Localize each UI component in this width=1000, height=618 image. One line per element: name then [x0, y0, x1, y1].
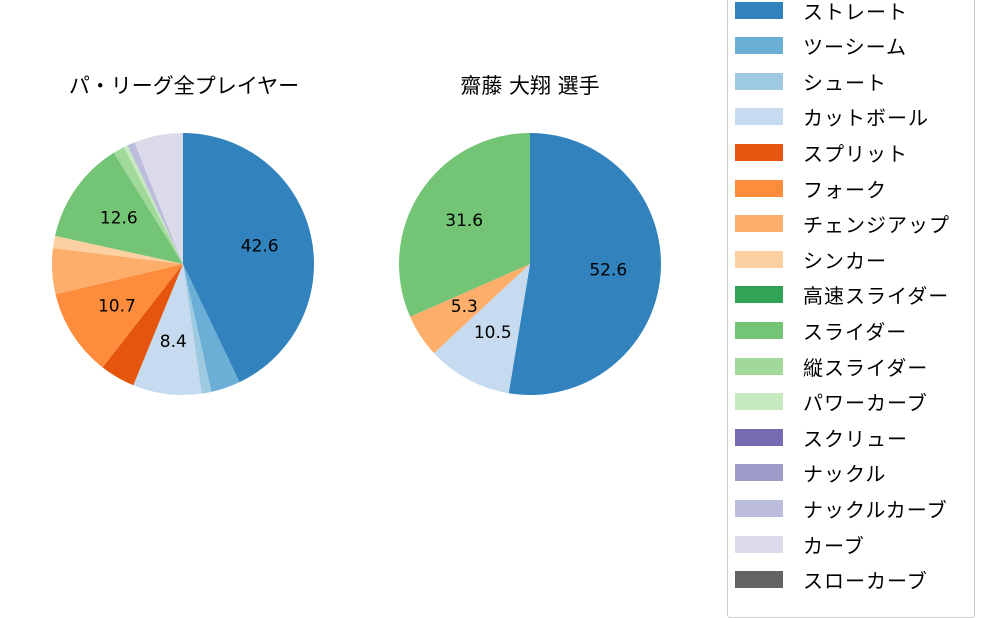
pie-slice-15	[127, 142, 183, 264]
legend-label: ツーシーム	[803, 35, 907, 60]
legend-swatch-icon	[735, 250, 783, 268]
legend-label: 縦スライダー	[803, 355, 929, 380]
pie-slice-12	[123, 145, 183, 264]
pie-slice-2	[183, 264, 240, 392]
pie-slice-4	[433, 264, 530, 394]
legend-item: シンカー	[735, 248, 887, 273]
slice-percent-label: 10.5	[474, 323, 512, 343]
legend-swatch-icon	[735, 535, 783, 553]
legend-swatch-icon	[735, 1, 783, 19]
legend-swatch-icon	[735, 108, 783, 126]
slice-percent-label: 42.6	[241, 237, 279, 257]
legend-swatch-icon	[735, 464, 783, 482]
legend-item: ストレート	[735, 0, 908, 24]
pie-slice-4	[133, 264, 202, 395]
legend-label: スプリット	[803, 141, 908, 166]
legend-item: スライダー	[735, 319, 907, 344]
pie-slice-10	[55, 152, 184, 264]
legend-swatch-icon	[735, 179, 783, 197]
legend-item: チェンジアップ	[735, 213, 950, 237]
legend-swatch-icon	[735, 357, 783, 375]
legend-label: パワーカーブ	[803, 391, 928, 416]
legend-swatch-icon	[735, 393, 783, 411]
legend-item: ナックル	[735, 462, 886, 486]
legend-label: スローカーブ	[803, 569, 928, 594]
legend-item: 縦スライダー	[735, 355, 928, 380]
legend-label: カットボール	[803, 106, 929, 131]
legend-label: スライダー	[803, 319, 908, 344]
legend-label: ナックルカーブ	[803, 497, 948, 522]
legend-swatch-icon	[735, 215, 783, 233]
pie-slice-5	[102, 264, 183, 386]
legend-swatch-icon	[735, 72, 783, 90]
legend-label: シンカー	[803, 248, 887, 273]
pie-slice-1	[183, 133, 315, 383]
legend-item: シュート	[735, 70, 887, 95]
legend-label: 高速スライダー	[803, 284, 950, 309]
legend-item: スプリット	[735, 141, 908, 166]
right-chart-title: 齋藤 大翔 選手	[460, 74, 600, 98]
legend-swatch-icon	[735, 499, 783, 517]
slice-percent-label: 31.6	[445, 211, 483, 231]
pie-slice-8	[52, 235, 183, 264]
pie-slice-7	[52, 248, 184, 295]
legend-item: フォーク	[735, 177, 887, 202]
left-chart-title: パ・リーグ全プレイヤー	[68, 74, 300, 98]
legend-label: ストレート	[803, 0, 908, 24]
slice-percent-label: 12.6	[100, 209, 138, 229]
legend-item: ナックルカーブ	[735, 497, 948, 522]
slice-percent-label: 10.7	[98, 297, 136, 317]
legend-swatch-icon	[735, 428, 783, 446]
legend-swatch-icon	[735, 37, 783, 55]
legend-item: カットボール	[735, 106, 929, 130]
legend-label: チェンジアップ	[803, 213, 950, 238]
pie-slice-11	[113, 147, 183, 264]
legend-item: パワーカーブ	[735, 391, 928, 415]
legend-label: フォーク	[803, 177, 887, 202]
legend-swatch-icon	[735, 286, 783, 304]
pie-slice-16	[134, 133, 183, 264]
slice-percent-label: 8.4	[160, 332, 187, 352]
pie-slice-1	[508, 133, 661, 395]
legend-swatch-icon	[735, 571, 783, 589]
legend-label: シュート	[803, 70, 887, 95]
legend-item: スローカーブ	[735, 569, 928, 593]
pie-chart-league: 42.6 8.4 10.7 12.6	[52, 133, 315, 395]
pie-slice-10	[398, 133, 530, 317]
legend-item: カーブ	[735, 533, 865, 558]
pie-charts: 42.6 8.4 10.7 12.6 52.6 10.5 5.3 31.6	[52, 133, 661, 395]
pie-slice-6	[55, 264, 183, 368]
legend-item: 高速スライダー	[735, 284, 949, 308]
pie-slice-3	[183, 264, 212, 394]
pie-chart-player: 52.6 10.5 5.3 31.6	[398, 133, 661, 395]
legend-item: ツーシーム	[735, 35, 907, 59]
legend: ストレートツーシームシュートカットボール スプリットフォークチェンジアップ シンカー…	[727, 0, 975, 618]
slice-percent-label: 52.6	[589, 260, 627, 280]
legend-item: スクリュー	[735, 426, 908, 451]
legend-label: ナックル	[803, 462, 887, 487]
pie-slice-7	[410, 264, 530, 354]
legend-swatch-icon	[735, 143, 783, 161]
legend-swatch-icon	[735, 321, 783, 339]
legend-label: カーブ	[803, 533, 865, 558]
legend-label: スクリュー	[803, 426, 908, 451]
slice-percent-label: 5.3	[451, 297, 478, 317]
